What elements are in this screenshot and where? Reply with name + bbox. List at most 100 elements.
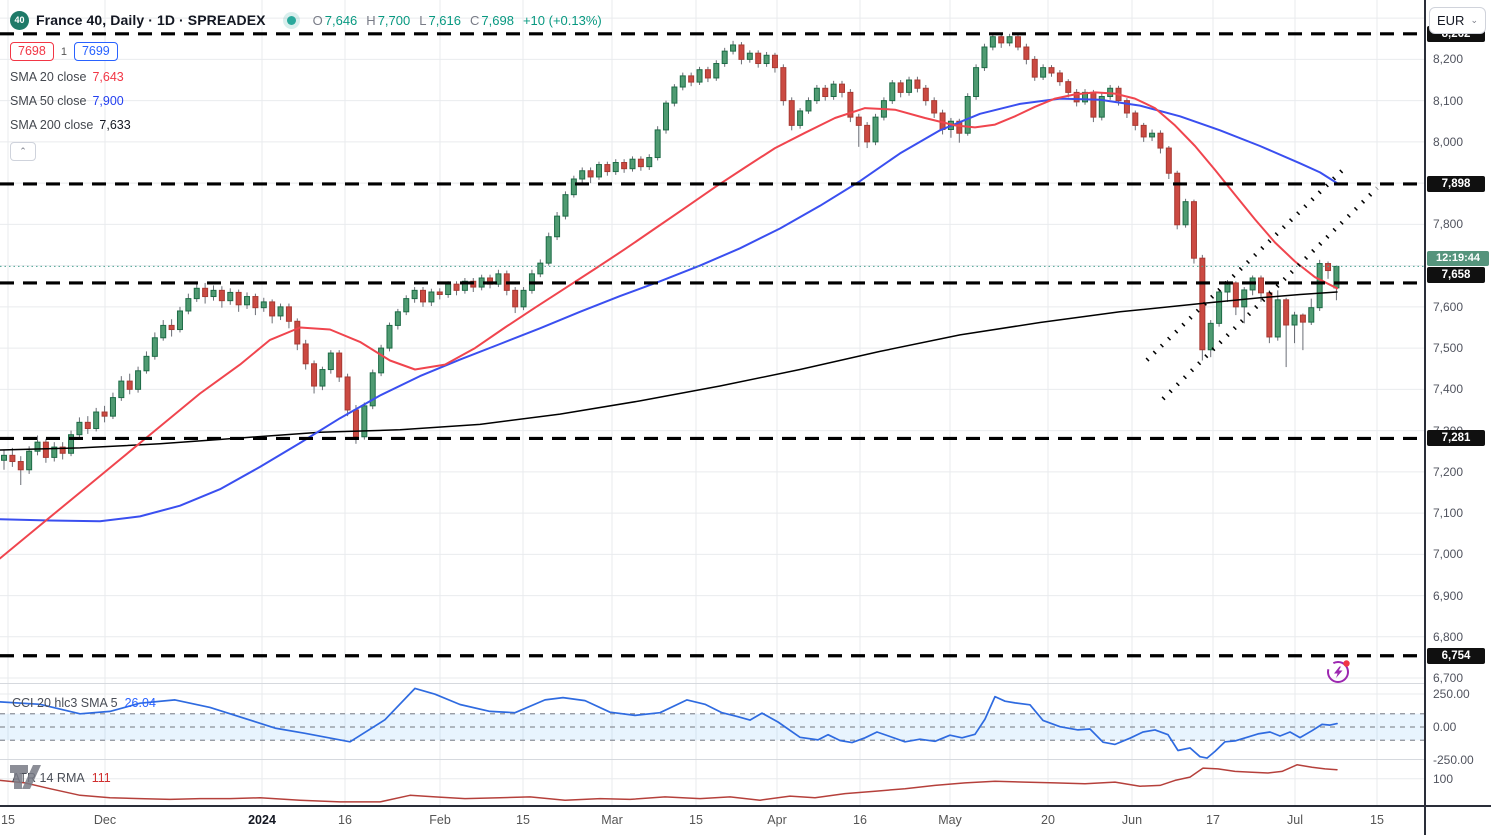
candle-body: [369, 372, 376, 407]
price-axis[interactable]: EUR ⌄ 8,200 8,100 8,000 7,800 7,600 7,500 7,40…: [1426, 0, 1491, 805]
buy-button[interactable]: 7699: [73, 42, 118, 61]
time-axis[interactable]: 15 Dec 2024 16 Feb 15 Mar 15 Apr 16 May 20 Jun 17 Jul 1…: [0, 807, 1424, 835]
candle-body: [302, 343, 309, 365]
time-axis-label: 15: [1, 813, 15, 827]
candle-body: [688, 75, 695, 83]
candle-body: [579, 170, 586, 180]
sma50-line: [0, 97, 1338, 523]
symbol-title[interactable]: France 40, Daily · 1D · SPREADEX: [36, 12, 266, 28]
time-axis-label: 16: [853, 813, 867, 827]
sma200-line: [0, 291, 1338, 451]
candle-body: [26, 450, 33, 471]
candle-body: [126, 380, 133, 390]
candle-body: [1, 454, 7, 461]
magic-ai-button[interactable]: [1325, 657, 1353, 685]
candle-body: [160, 324, 167, 339]
chevron-down-icon: ⌄: [1470, 15, 1478, 25]
price-axis-label: 7,100: [1433, 506, 1464, 521]
price-axis-label: 7,000: [1433, 547, 1464, 562]
candle-body: [42, 441, 49, 458]
candle-body: [587, 170, 594, 178]
indicator-row-sma20[interactable]: SMA 20 close 7,643: [10, 70, 124, 84]
candle-body: [1216, 291, 1223, 324]
chart-canvas[interactable]: [0, 0, 1424, 835]
sell-button[interactable]: 7698: [10, 42, 54, 61]
candle-body: [436, 291, 443, 295]
candle-body: [1090, 91, 1097, 118]
candle-body: [897, 82, 904, 93]
candle-body: [1006, 36, 1013, 44]
candle-body: [788, 100, 795, 126]
candle-body: [1308, 307, 1315, 323]
pane-separator[interactable]: [0, 683, 1491, 684]
candle-body: [495, 273, 502, 285]
high-value: H 7,700: [366, 12, 411, 28]
candle-body: [361, 405, 368, 438]
time-axis-label: 15: [689, 813, 703, 827]
candle-body: [1082, 91, 1089, 103]
candle-body: [822, 87, 829, 98]
indicator-row-sma50[interactable]: SMA 50 close 7,900: [10, 94, 124, 108]
candle-body: [1258, 277, 1264, 294]
candle-body: [260, 301, 267, 309]
indicator-row-sma200[interactable]: SMA 200 close 7,633: [10, 118, 131, 132]
price-level-badge: 7,898: [1427, 175, 1485, 192]
candle-body: [663, 102, 670, 131]
collapse-legend-button[interactable]: ⌃: [10, 142, 36, 161]
candle-body: [1132, 112, 1139, 126]
candle-body: [545, 236, 552, 264]
candle-body: [277, 306, 284, 317]
candle-body: [76, 421, 83, 436]
price-axis-border: [1424, 0, 1426, 835]
cci-legend[interactable]: CCI 20 hlc3 SMA 5 26.04: [12, 696, 156, 710]
candle-body: [394, 311, 401, 326]
time-axis-label: 20: [1041, 813, 1055, 827]
price-axis-label: 7,200: [1433, 464, 1464, 479]
time-axis-label: Jul: [1287, 813, 1303, 827]
candle-body: [327, 352, 334, 371]
candle-body: [520, 289, 527, 308]
candle-body: [336, 352, 343, 378]
candle-body: [595, 164, 602, 178]
candle-body: [554, 215, 561, 238]
candle-body: [864, 124, 871, 143]
candle-body: [93, 411, 100, 430]
candle-body: [679, 75, 686, 88]
candle-body: [998, 36, 1005, 44]
candle-body: [889, 82, 896, 102]
tradingview-logo[interactable]: [8, 761, 46, 796]
candle-body: [830, 83, 837, 98]
candle-body: [730, 44, 737, 52]
trendline: [1161, 186, 1379, 401]
candle-body: [562, 194, 569, 217]
lightning-icon: [1334, 666, 1343, 678]
spread-value: 1: [60, 45, 67, 58]
candle-body: [1325, 263, 1332, 272]
currency-select[interactable]: EUR ⌄: [1429, 7, 1486, 34]
candle-body: [839, 83, 845, 93]
price-axis-label: 8,200: [1433, 52, 1464, 67]
candle-body: [1140, 124, 1147, 138]
pane-separator[interactable]: [0, 759, 1491, 760]
candle-body: [84, 421, 91, 430]
low-value: L 7,616: [419, 12, 462, 28]
price-axis-label: 8,100: [1433, 93, 1464, 108]
candle-body: [612, 162, 619, 173]
candle-body: [1333, 265, 1340, 289]
cci-value: 26.04: [124, 696, 156, 710]
chevron-up-icon: ⌃: [19, 146, 27, 156]
candle-body: [319, 369, 326, 387]
atr-value: 111: [91, 771, 111, 785]
price-level-badge: 7,658: [1427, 266, 1485, 283]
time-axis-corner: [1426, 807, 1491, 835]
bid-ask-row: 7698 1 7699: [10, 42, 602, 61]
symbol-logo: 40: [10, 10, 29, 30]
ohlc-values: O 7,646 H 7,700 L 7,616 C 7,698 +10 (+0.13%): [313, 13, 602, 28]
symbol-title-row[interactable]: 40 France 40, Daily · 1D · SPREADEX O 7,6…: [10, 8, 602, 32]
candle-body: [780, 67, 787, 102]
price-level-badge: 7,281: [1427, 430, 1485, 447]
time-axis-border: [0, 805, 1491, 807]
candle-body: [1065, 81, 1072, 93]
change-value: +10 (+0.13%): [522, 12, 602, 28]
